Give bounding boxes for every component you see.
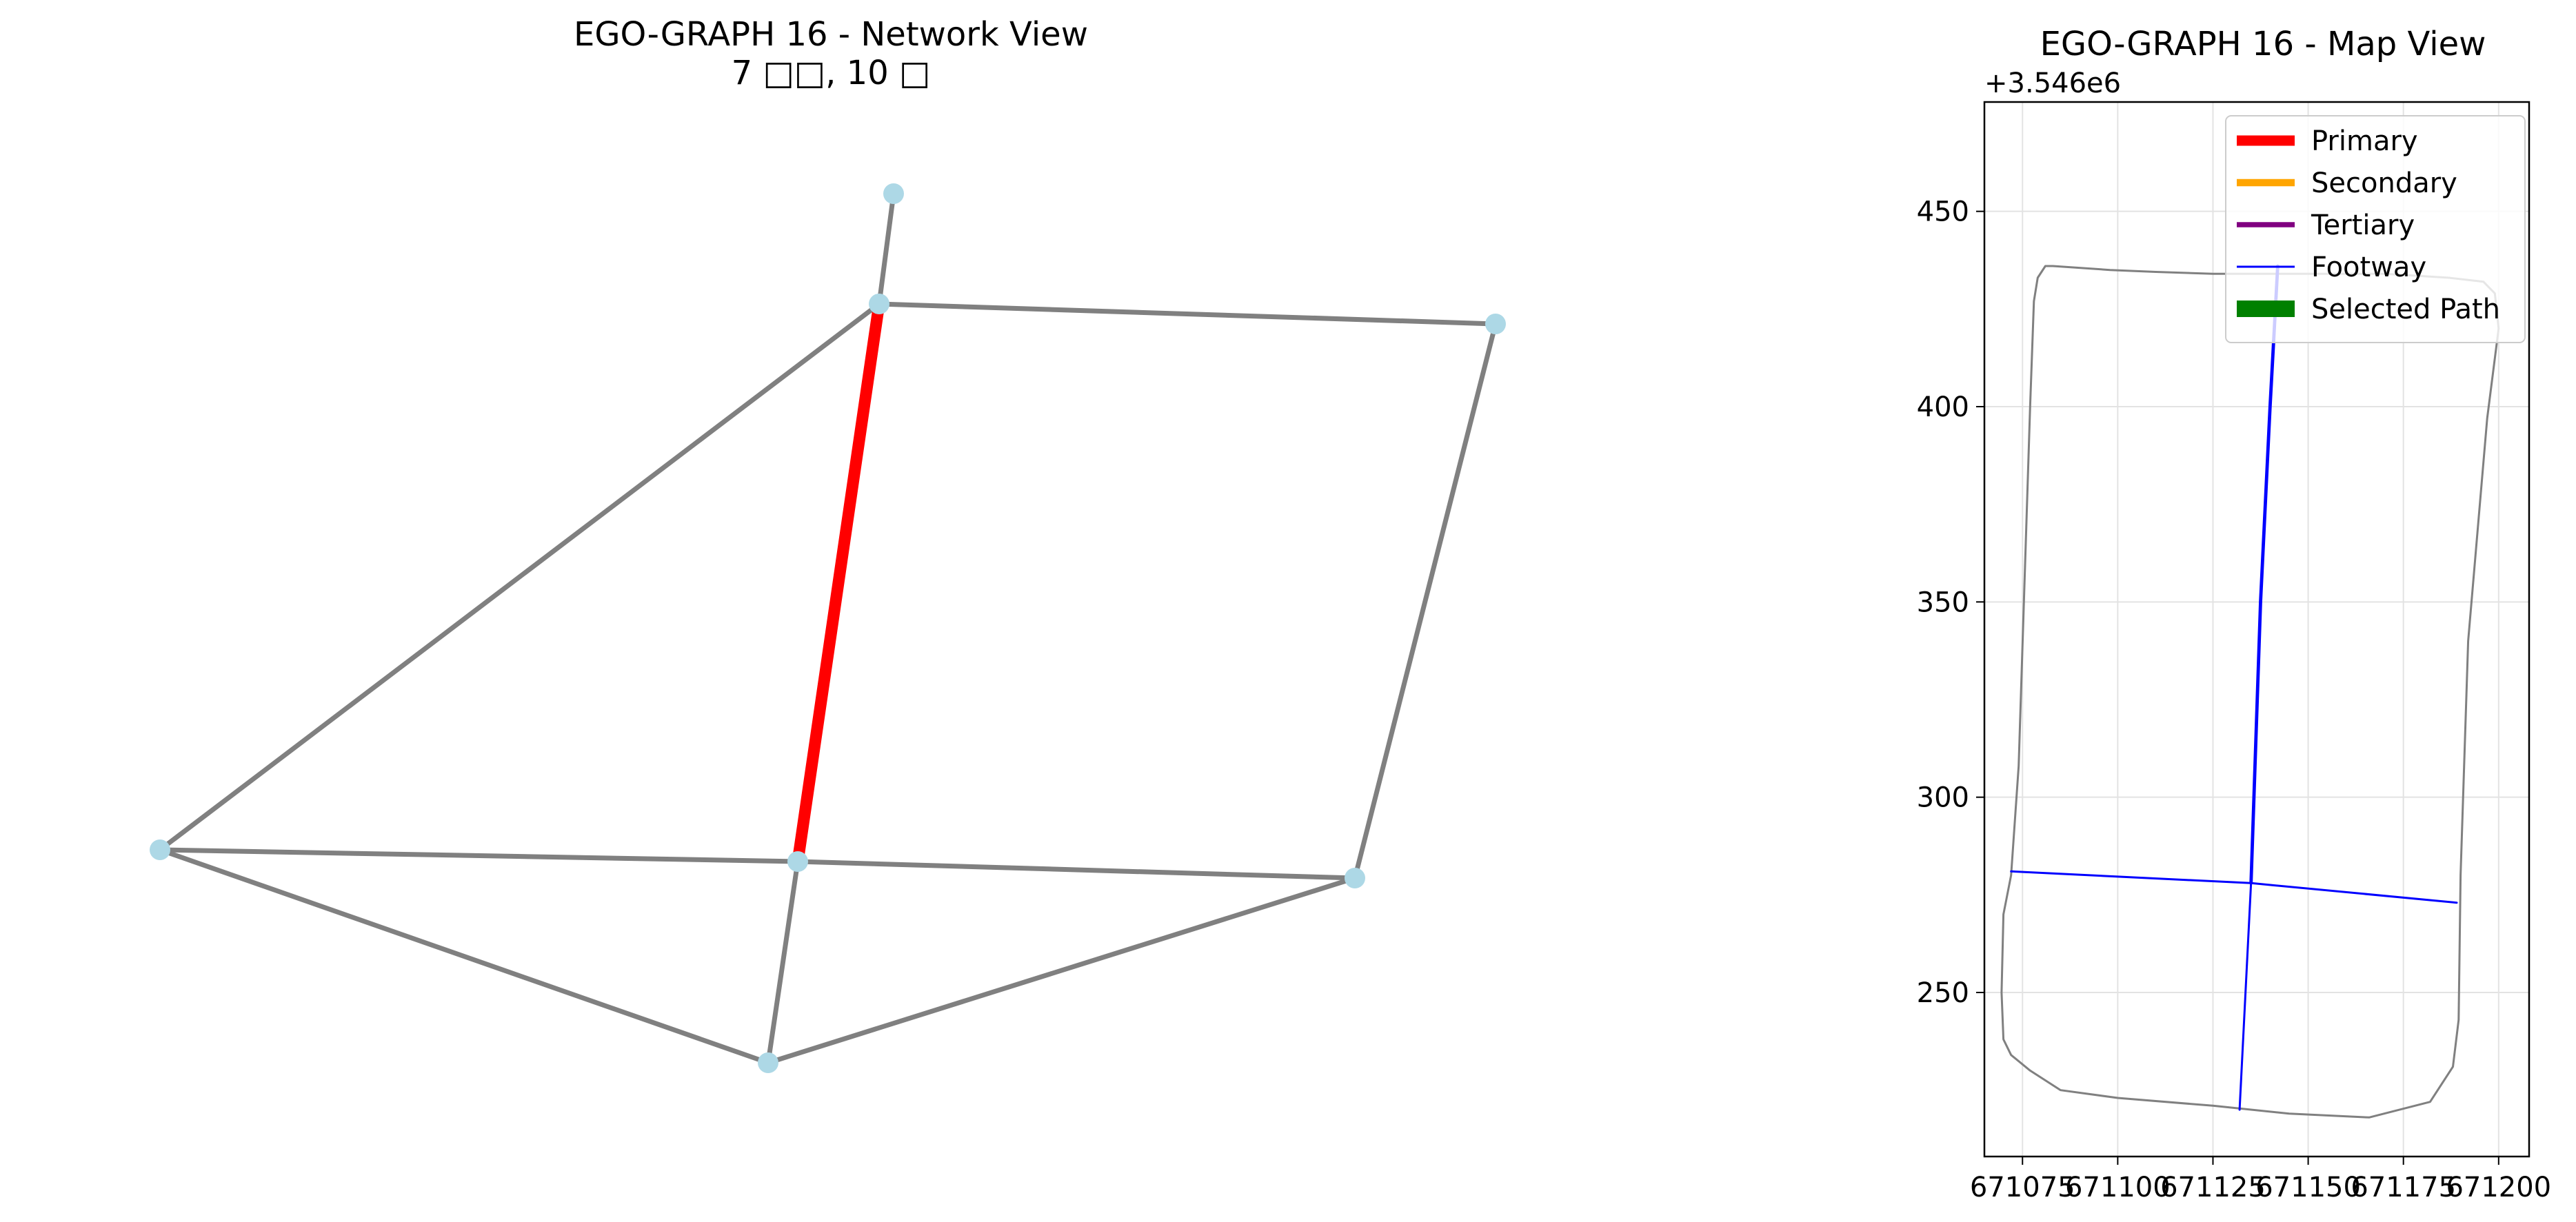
network-edge xyxy=(157,847,771,1066)
y-tick-label: 400 xyxy=(1917,391,1969,423)
network-edge xyxy=(795,859,1358,881)
map-lines xyxy=(2000,264,2500,1119)
legend-label: Primary xyxy=(2311,125,2418,157)
network-nodes xyxy=(150,183,1506,1073)
network-node xyxy=(787,851,808,872)
legend-label: Footway xyxy=(2311,252,2426,283)
network-node xyxy=(150,839,170,860)
legend-label: Selected Path xyxy=(2311,294,2500,325)
network-edges xyxy=(157,191,1498,1066)
legend-box xyxy=(2225,115,2526,343)
x-tick-label: 671175 xyxy=(2351,1172,2456,1203)
footway-line xyxy=(2238,882,2253,1111)
network-edge xyxy=(876,191,896,307)
y-tick-label: 450 xyxy=(1917,196,1969,228)
highlighted-edge xyxy=(792,298,885,868)
x-tick-label: 671200 xyxy=(2446,1172,2551,1203)
y-tick-label: 250 xyxy=(1917,977,1969,1009)
network-view-title-line2: 7 □□, 10 □ xyxy=(732,54,931,92)
network-edge xyxy=(1352,321,1498,881)
boundary-line xyxy=(2000,265,2500,1119)
network-edge xyxy=(157,847,801,864)
network-node xyxy=(883,183,904,204)
y-tick-label: 300 xyxy=(1917,782,1969,814)
legend-label: Tertiary xyxy=(2311,210,2415,241)
map-axes-frame xyxy=(1983,101,2530,1158)
map-view-title: EGO-GRAPH 16 - Map View xyxy=(2040,25,2486,63)
x-tick-label: 671125 xyxy=(2160,1172,2266,1203)
map-view-panel: EGO-GRAPH 16 - Map View +3.546e6 6710756… xyxy=(1917,25,2552,1203)
network-node xyxy=(1485,314,1506,334)
map-grid xyxy=(1984,102,2529,1157)
x-tick-label: 671150 xyxy=(2255,1172,2361,1203)
network-edge xyxy=(876,301,1498,327)
y-offset-label: +3.546e6 xyxy=(1984,68,2121,99)
x-tick-label: 671075 xyxy=(1970,1172,2075,1203)
network-node xyxy=(1345,868,1365,888)
footway-line xyxy=(2249,264,2280,885)
network-node xyxy=(869,294,889,314)
network-view-title-line1: EGO-GRAPH 16 - Network View xyxy=(574,15,1088,54)
network-edge xyxy=(157,301,882,853)
x-tick-label: 671100 xyxy=(2065,1172,2171,1203)
map-legend: Primary Secondary Tertiary Footway Selected … xyxy=(2225,115,2526,343)
network-node xyxy=(758,1052,778,1073)
y-tick-label: 350 xyxy=(1917,587,1969,618)
footway-line xyxy=(2010,870,2458,904)
network-view-panel: EGO-GRAPH 16 - Network View 7 □□, 10 □ xyxy=(150,15,1506,1073)
legend-label: Secondary xyxy=(2311,167,2457,199)
network-edge xyxy=(765,875,1358,1066)
network-edge xyxy=(765,859,801,1066)
